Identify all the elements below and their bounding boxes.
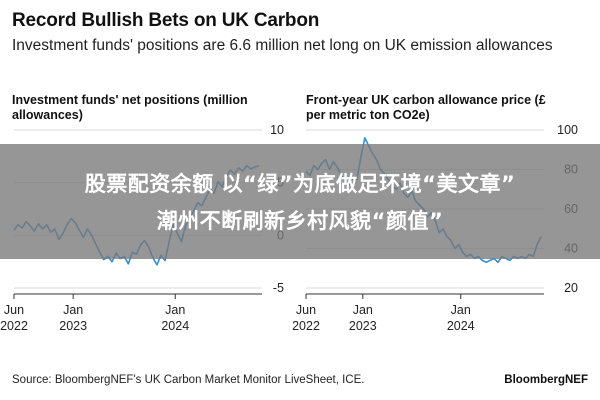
banner-subheadline[interactable]: 潮州不断刷新乡村风貌“颜值”	[156, 209, 444, 233]
left-ytick-label: -5	[273, 281, 284, 295]
right-ytick-label: 20	[564, 281, 578, 295]
left-xtick-year: 2023	[59, 319, 87, 333]
left-xtick-year: 2024	[161, 319, 189, 333]
chart-title: Record Bullish Bets on UK Carbon	[12, 10, 320, 31]
right-panel-title: Front-year UK carbon allowance price (£ …	[306, 93, 546, 122]
right-ytick-label: 100	[557, 123, 578, 137]
right-xtick-label: Jan	[451, 303, 471, 317]
overlay-banner	[0, 144, 600, 259]
left-xtick-label: Jan	[165, 303, 185, 317]
right-xtick-label: Jun	[296, 303, 316, 317]
right-xtick-year: 2023	[349, 319, 377, 333]
right-xtick-year: 2022	[292, 319, 320, 333]
chart-subtitle: Investment funds' positions are 6.6 mill…	[12, 37, 553, 54]
right-xtick-year: 2024	[447, 319, 475, 333]
right-xtick-label: Jan	[353, 303, 373, 317]
left-xtick-label: Jun	[4, 303, 24, 317]
brand-logo: BloombergNEF	[504, 374, 588, 386]
left-panel-title: Investment funds' net positions (million…	[12, 93, 248, 122]
left-ytick-label: 10	[270, 123, 284, 137]
left-xtick-year: 2022	[0, 319, 28, 333]
left-xtick-label: Jan	[63, 303, 83, 317]
banner-headline[interactable]: 股票配资余额 以“绿”为底做足环境“美文章”	[84, 172, 516, 196]
source-note: Source: BloombergNEF's UK Carbon Market …	[12, 374, 365, 386]
